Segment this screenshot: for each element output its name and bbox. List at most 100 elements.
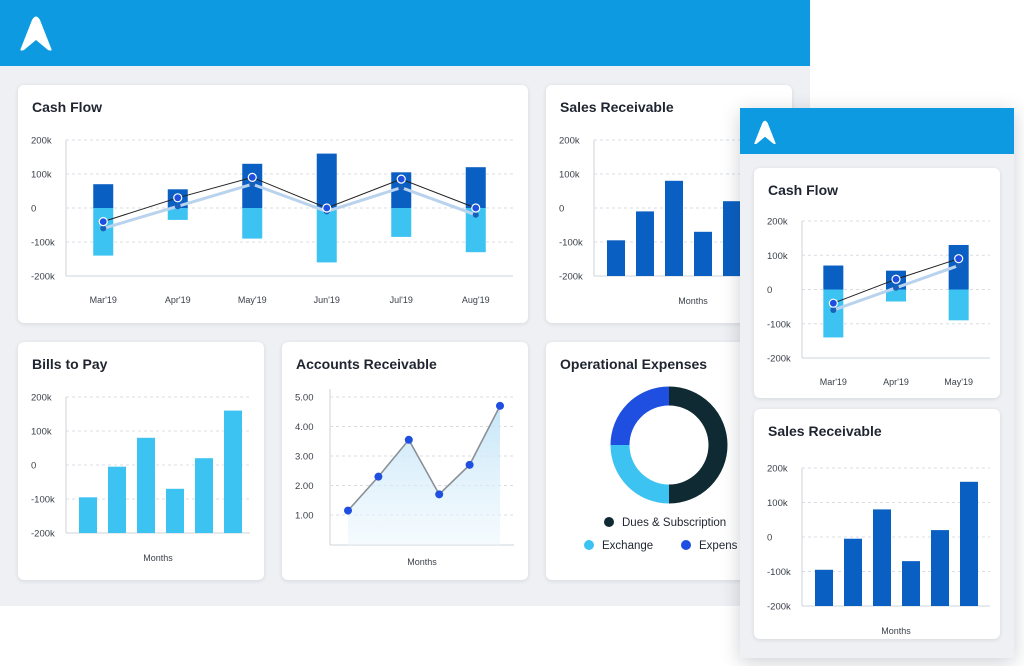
bar-positive xyxy=(316,153,337,208)
legend-dot-expenses xyxy=(681,540,691,550)
a-logo-icon[interactable] xyxy=(752,119,778,145)
data-point xyxy=(496,401,504,410)
y-tick-label: 100k xyxy=(559,170,580,181)
cash-flow-chart: 200k 100k 0 -100k -200k Mar'19 Apr'19 May'19 Jun… xyxy=(31,136,513,305)
donut-slice-dues xyxy=(668,386,728,504)
x-tick-label: May'19 xyxy=(944,377,973,387)
bills-to-pay-chart: 200k 100k 0 -100k -200k Months xyxy=(31,393,250,563)
y-tick-label: -200k xyxy=(767,602,791,613)
y-tick-label: 5.00 xyxy=(295,393,314,404)
bar-negative xyxy=(167,208,188,220)
donut-slice-exchange xyxy=(610,444,670,504)
trend-point-light xyxy=(893,284,899,291)
bar xyxy=(79,497,97,533)
mobile-sales-receivable-card: Sales Receivable 200k 100k 0 -100k -200k Mont… xyxy=(754,409,1000,639)
y-tick-label: 200k xyxy=(767,217,788,228)
legend-label-exchange: Exchange xyxy=(602,540,654,552)
y-tick-label: -100k xyxy=(767,319,791,330)
x-tick-label: Jul'19 xyxy=(390,295,413,305)
main-header-bar xyxy=(0,0,810,66)
bills-to-pay-card: Bills to Pay 200k 100k 0 -100k -200k Months xyxy=(18,342,264,580)
data-point xyxy=(374,472,383,481)
legend-dot-dues xyxy=(604,517,614,527)
bar-negative xyxy=(948,289,969,321)
mobile-sales-receivable-chart: 200k 100k 0 -100k -200k Months xyxy=(767,464,990,636)
bar xyxy=(723,201,741,276)
trend-point-light xyxy=(100,225,107,232)
bar xyxy=(902,561,920,606)
trend-point xyxy=(173,193,183,203)
x-tick-label: Jun'19 xyxy=(314,295,340,305)
accounts-receivable-title: Accounts Receivable xyxy=(296,356,437,372)
x-axis-title: Months xyxy=(678,296,708,306)
trend-point xyxy=(954,254,964,264)
bar xyxy=(108,466,126,533)
accounts-receivable-chart: 5.00 4.00 3.00 2.00 1.00 Months xyxy=(295,389,514,567)
trend-line-dark xyxy=(103,176,476,223)
bar-positive xyxy=(465,167,486,208)
trend-point-light xyxy=(174,203,181,210)
bar-negative xyxy=(465,208,486,253)
trend-point-light xyxy=(398,184,405,191)
bar xyxy=(931,530,949,606)
trend-line-light xyxy=(102,182,477,230)
bar-positive xyxy=(93,184,114,208)
operational-expenses-donut xyxy=(610,386,728,504)
y-tick-label: 3.00 xyxy=(295,452,314,463)
data-point xyxy=(435,490,444,499)
y-tick-label: -200k xyxy=(767,354,791,365)
y-tick-label: 100k xyxy=(767,498,788,509)
y-tick-label: 100k xyxy=(31,170,52,181)
y-tick-label: 0 xyxy=(767,285,772,296)
a-logo-icon[interactable] xyxy=(17,14,55,52)
area-line xyxy=(347,405,501,512)
sales-receivable-chart: 200k 100k 0 -100k -200k Months xyxy=(559,136,792,306)
area-fill xyxy=(348,405,500,545)
data-point xyxy=(465,460,474,469)
bar-negative xyxy=(391,208,412,237)
y-tick-label: -200k xyxy=(31,529,55,540)
bar-positive xyxy=(823,265,844,290)
x-tick-label: Apr'19 xyxy=(883,377,909,387)
trend-point-light xyxy=(249,181,256,188)
bar-negative xyxy=(93,208,114,256)
y-tick-label: -100k xyxy=(31,238,55,249)
y-tick-label: 100k xyxy=(767,251,788,262)
x-tick-label: Mar'19 xyxy=(90,295,117,305)
y-tick-label: 0 xyxy=(31,204,36,215)
x-axis-title: Months xyxy=(881,626,911,636)
cash-flow-title: Cash Flow xyxy=(32,99,103,115)
legend-item-dues: Dues & Subscription xyxy=(604,517,726,529)
y-tick-label: 100k xyxy=(31,427,52,438)
operational-expenses-title: Operational Expenses xyxy=(560,356,708,372)
trend-point-light xyxy=(830,307,837,314)
bills-to-pay-title: Bills to Pay xyxy=(32,356,108,372)
mobile-cash-flow-card: Cash Flow 200k 100k 0 -100k -200k Mar'19 Apr'1… xyxy=(754,168,1000,398)
bar xyxy=(224,410,242,533)
x-axis-title: Months xyxy=(143,553,173,563)
cash-flow-card: Cash Flow 200k 100k 0 -100k -200k Mar'19 Apr'1… xyxy=(18,85,528,323)
y-tick-label: 4.00 xyxy=(295,422,314,433)
trend-point xyxy=(247,172,257,183)
bar xyxy=(960,481,978,606)
mobile-cash-flow-title: Cash Flow xyxy=(768,182,839,198)
trend-point xyxy=(471,203,481,213)
y-tick-label: -100k xyxy=(767,567,791,578)
accounts-receivable-card: Accounts Receivable 5.00 4.00 3.00 2.00 1.00… xyxy=(282,342,528,580)
bar-negative xyxy=(242,208,263,239)
mobile-header-bar xyxy=(740,108,1014,154)
y-tick-label: -100k xyxy=(559,238,583,249)
y-tick-label: 200k xyxy=(559,136,580,147)
sales-receivable-title: Sales Receivable xyxy=(560,99,674,115)
bar-negative xyxy=(823,289,844,338)
y-tick-label: -100k xyxy=(31,495,55,506)
trend-point xyxy=(322,203,332,213)
bar xyxy=(195,458,213,533)
x-tick-label: May'19 xyxy=(238,295,267,305)
x-tick-label: Aug'19 xyxy=(462,295,490,305)
mobile-sales-receivable-title: Sales Receivable xyxy=(768,423,882,439)
bar xyxy=(665,180,683,276)
legend-label-expenses: Expens xyxy=(699,540,738,552)
bar xyxy=(166,488,184,533)
bar xyxy=(815,569,833,606)
